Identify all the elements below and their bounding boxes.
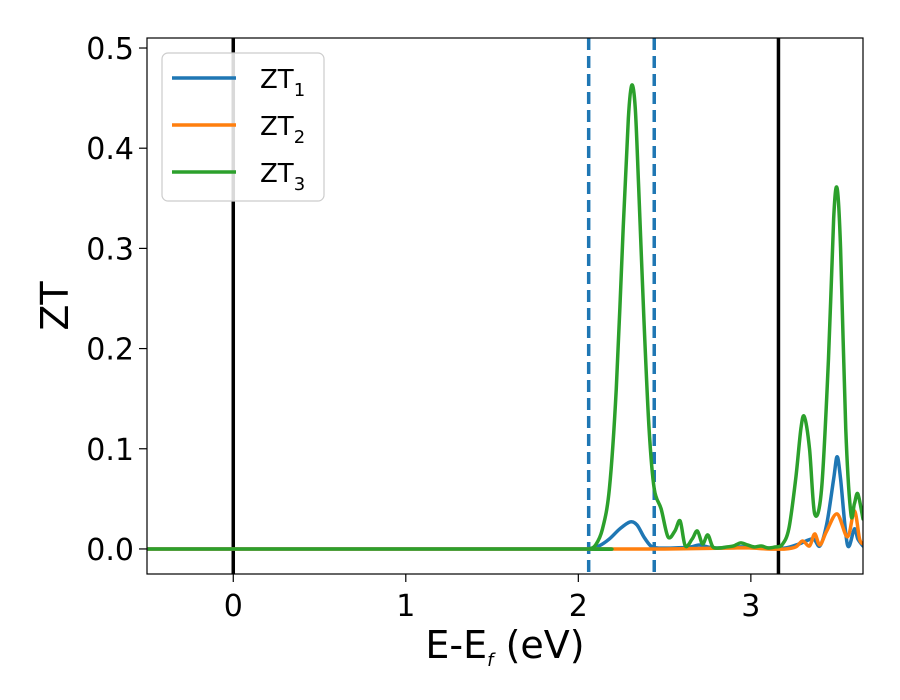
x-axis: 0 1 2 3 — [224, 574, 760, 624]
x-tick-label: 0 — [224, 589, 243, 624]
y-tick-label: 0.4 — [86, 132, 134, 167]
series-line-zt1 — [147, 455, 863, 551]
x-tick-label: 2 — [569, 589, 588, 624]
legend-label: ZT3 — [260, 159, 305, 195]
y-axis: 0.0 0.1 0.2 0.3 0.4 0.5 — [86, 32, 147, 568]
legend-label: ZT2 — [260, 112, 305, 148]
y-tick-label: 0.2 — [86, 333, 134, 368]
x-tick-label: 3 — [741, 589, 760, 624]
legend: ZT1 ZT2 ZT3 — [161, 52, 325, 202]
y-tick-label: 0.3 — [86, 232, 134, 267]
legend-box — [161, 52, 325, 202]
plot-frame — [146, 37, 864, 575]
x-axis-label: E-Ef (eV) — [425, 623, 584, 671]
y-tick-label: 0.0 — [86, 533, 134, 568]
series-layer — [147, 83, 863, 551]
y-tick-label: 0.5 — [86, 32, 134, 67]
legend-label: ZT1 — [260, 65, 305, 101]
series-line-zt2 — [147, 509, 863, 551]
series-line-zt3 — [147, 83, 863, 551]
y-axis-label: ZT — [33, 281, 77, 331]
x-tick-label: 1 — [396, 589, 415, 624]
y-tick-label: 0.1 — [86, 433, 134, 468]
